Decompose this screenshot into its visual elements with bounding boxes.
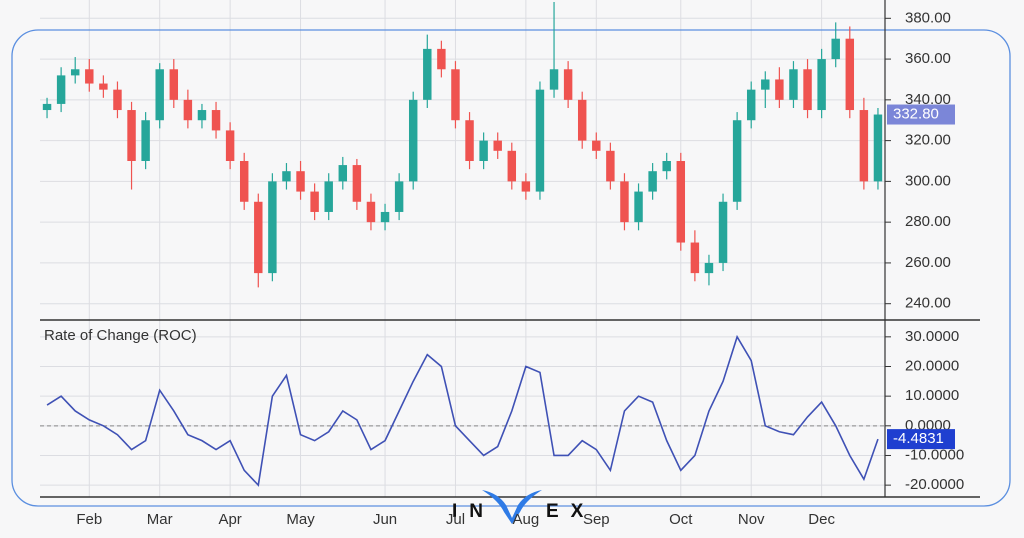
candle-body <box>521 181 531 192</box>
candle-body <box>380 211 390 223</box>
candle-body <box>775 79 784 100</box>
watermark-logo <box>482 490 542 524</box>
candle-body <box>620 181 629 223</box>
candle-body <box>606 150 615 182</box>
x-tick-label: Oct <box>669 511 693 528</box>
x-tick-label: Sep <box>583 511 610 528</box>
candle-body <box>817 59 826 111</box>
watermark-left: IN <box>452 501 495 522</box>
y-tick-label: -10.0000 <box>905 446 964 463</box>
candle-body <box>113 89 122 111</box>
candle-body <box>42 103 52 111</box>
y-tick-label: 20.0000 <box>905 357 959 374</box>
candle-body <box>310 191 319 212</box>
candle-body <box>211 110 221 131</box>
x-tick-label: May <box>286 511 315 528</box>
candle-body <box>70 69 80 76</box>
candle-body <box>451 69 460 121</box>
candle-body <box>592 140 601 151</box>
x-tick-label: Nov <box>738 511 765 528</box>
y-tick-label: 340.00 <box>905 91 951 108</box>
candle-body <box>127 110 136 161</box>
candle-body <box>718 201 728 263</box>
candle-body <box>141 120 150 161</box>
y-tick-label: 30.0000 <box>905 328 959 345</box>
y-tick-label: 260.00 <box>905 254 951 271</box>
candle-body <box>493 140 502 151</box>
candle-body <box>704 262 714 274</box>
candle-body <box>394 181 404 212</box>
last-value-tag <box>887 104 955 125</box>
x-tick-label: Dec <box>808 511 835 528</box>
watermark: IN EX <box>452 490 595 524</box>
candle-body <box>324 181 333 212</box>
candle-body <box>831 38 840 60</box>
highlight-frame <box>11 29 1011 507</box>
candle-body <box>634 191 643 223</box>
candle-body <box>873 114 883 182</box>
candle-body <box>437 48 446 70</box>
candle-body <box>803 69 812 111</box>
candle-body <box>732 120 742 202</box>
candle-body <box>577 99 587 141</box>
candle-body <box>423 48 432 100</box>
x-tick-label: Jul <box>446 511 465 528</box>
candle-body <box>366 201 376 223</box>
watermark-right: EX <box>546 501 595 522</box>
candle-body <box>197 110 207 121</box>
candle-body <box>183 99 193 121</box>
candle-body <box>761 79 770 90</box>
candle-body <box>225 130 235 161</box>
candle-body <box>155 69 164 121</box>
y-tick-label: -20.0000 <box>905 476 964 493</box>
roc-title: Rate of Change (ROC) <box>44 327 197 344</box>
candle-body <box>563 69 573 100</box>
candle-body <box>479 140 488 161</box>
candle-body <box>352 165 362 202</box>
candle-body <box>690 242 700 274</box>
y-tick-label: 240.00 <box>905 295 951 312</box>
x-tick-label: Jun <box>373 511 397 528</box>
x-tick-label: Aug <box>513 511 540 528</box>
candle-body <box>507 150 517 182</box>
candle-body <box>746 89 756 121</box>
last-value-label: -4.4831 <box>893 430 944 447</box>
candle-body <box>408 99 418 182</box>
y-tick-label: 380.00 <box>905 9 951 26</box>
y-tick-label: 10.0000 <box>905 387 959 404</box>
candle-body <box>254 201 263 274</box>
candle-body <box>268 181 277 274</box>
candle-body <box>662 161 671 172</box>
y-tick-label: 300.00 <box>905 172 951 189</box>
candle-body <box>648 171 657 192</box>
y-tick-label: 320.00 <box>905 132 951 149</box>
candle-body <box>282 171 291 182</box>
candle-body <box>85 69 94 84</box>
candle-body <box>99 83 108 90</box>
candle-body <box>789 69 798 100</box>
candle-body <box>239 161 249 202</box>
x-tick-label: Apr <box>218 511 241 528</box>
x-tick-label: Mar <box>147 511 173 528</box>
candle-body <box>535 89 545 192</box>
candle-body <box>296 171 305 192</box>
roc-line <box>46 334 879 487</box>
x-tick-label: Feb <box>76 511 102 528</box>
last-value-tag <box>887 429 955 450</box>
last-value-label: 332.80 <box>893 105 939 122</box>
candle-body <box>676 161 686 243</box>
candle-body <box>465 120 474 161</box>
y-tick-label: 360.00 <box>905 50 951 67</box>
candle-body <box>845 38 855 111</box>
candle-body <box>338 165 348 182</box>
y-tick-label: 280.00 <box>905 213 951 230</box>
candle-body <box>549 69 559 90</box>
candle-body <box>56 75 66 104</box>
candle-body <box>169 69 179 100</box>
candle-body <box>859 110 869 182</box>
